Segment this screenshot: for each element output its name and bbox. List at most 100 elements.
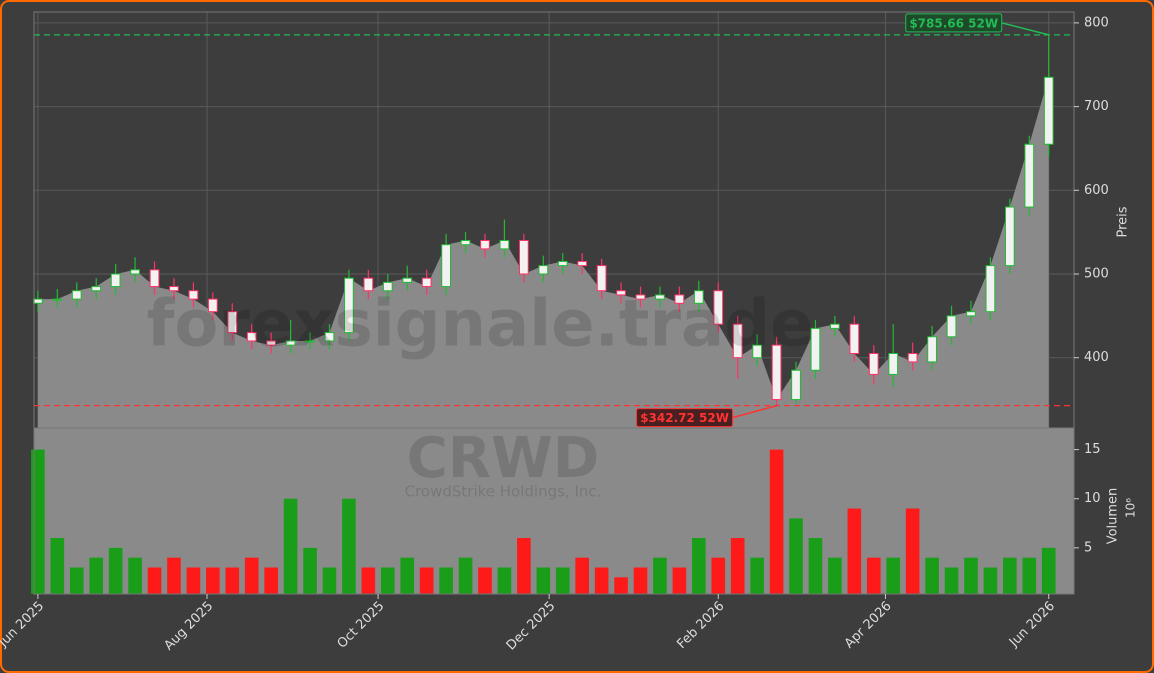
volume-bar <box>847 508 862 594</box>
candle-body <box>363 277 374 292</box>
y-tick-label: 600 <box>1084 183 1109 198</box>
volume-bar <box>964 557 978 594</box>
annotation-box <box>636 408 734 428</box>
volume-bar <box>89 557 104 594</box>
volume-bar <box>458 557 473 594</box>
volume-bar <box>789 518 803 594</box>
candle-body <box>1024 143 1035 208</box>
candle-body <box>52 298 63 301</box>
candle-body <box>752 344 763 359</box>
volume-bar <box>225 567 240 594</box>
candle-body <box>635 294 646 300</box>
candle-body <box>33 298 43 304</box>
candle-body <box>441 244 451 288</box>
volume-area <box>34 428 1074 594</box>
y-tick-label: 500 <box>1084 266 1109 281</box>
y-axis-label: Volumen <box>1106 488 1121 545</box>
candle-body <box>324 332 335 342</box>
candle-body <box>693 290 704 304</box>
volume-bar <box>497 567 512 594</box>
price-area <box>37 77 1049 429</box>
volume-bar <box>944 567 959 594</box>
volume-bar <box>478 567 492 594</box>
volume-bar <box>128 557 142 594</box>
candle-body <box>888 353 899 375</box>
candle-body <box>868 353 879 375</box>
watermark: forexsignale.trade <box>147 288 814 362</box>
candle-body <box>421 277 432 288</box>
y-tick-label: 700 <box>1084 99 1109 114</box>
candle-body <box>91 286 102 292</box>
candle-body <box>810 327 821 371</box>
volume-bar <box>186 567 201 594</box>
volume-bar <box>1041 547 1056 594</box>
grid <box>34 12 1074 594</box>
candle-body <box>557 260 568 267</box>
volume-bar <box>108 547 123 594</box>
candle-body <box>771 344 782 401</box>
volume-bar <box>555 567 570 594</box>
volume-bar <box>69 567 84 594</box>
candle-body <box>227 311 238 334</box>
volume-bar <box>633 567 648 594</box>
volume-bar <box>147 567 162 594</box>
candle-body <box>246 332 257 342</box>
volume-bar <box>808 538 823 594</box>
volume-bar <box>206 567 220 594</box>
candle-body <box>188 290 199 300</box>
candle-body <box>966 311 976 317</box>
annotation-label: $342.72 52W <box>640 411 729 425</box>
volume-bar <box>31 449 45 594</box>
candle-body <box>499 240 510 250</box>
annotation-arrow <box>1001 22 1049 36</box>
candle-body <box>518 240 529 275</box>
y-axis-unit: 10⁶ <box>1124 498 1138 518</box>
volume-bar <box>769 449 784 594</box>
watermark: CrowdStrike Holdings, Inc. <box>405 483 602 501</box>
y-tick-label: 800 <box>1084 15 1109 30</box>
volume-bar <box>264 567 278 594</box>
candle-body <box>830 323 840 329</box>
candle-body <box>655 294 665 300</box>
volume-bar <box>653 557 667 594</box>
volume-bar <box>750 557 764 594</box>
candle-body <box>305 340 315 343</box>
candle-body <box>130 269 140 275</box>
candle-body <box>480 240 490 250</box>
candle-body <box>538 265 549 275</box>
candle-body <box>344 277 354 334</box>
candle-body <box>791 369 801 401</box>
volume-bar <box>594 567 609 594</box>
y-tick-label: 400 <box>1084 350 1109 365</box>
volume-bar <box>303 547 317 594</box>
candle-body <box>596 265 607 292</box>
candle-body <box>907 353 918 363</box>
volume-bar <box>244 557 259 594</box>
candle-body <box>577 260 588 267</box>
candle-body <box>713 290 724 325</box>
volume-bar <box>1022 557 1037 594</box>
candle-body <box>732 323 743 359</box>
candle-body <box>849 323 860 355</box>
volume-bar <box>905 508 920 594</box>
volume-bar <box>672 567 687 594</box>
volume-bar <box>983 567 998 594</box>
candle-body <box>460 240 471 246</box>
annotation-label: $785.66 52W <box>909 16 998 30</box>
candle-body <box>285 340 296 346</box>
candle-body <box>1004 206 1015 267</box>
candle-body <box>110 273 121 288</box>
annotation-arrow <box>732 404 777 419</box>
volume-bar <box>167 557 181 594</box>
volume-bar <box>400 557 415 594</box>
candle-body <box>207 298 218 313</box>
volume-bar <box>614 577 628 594</box>
candle-body <box>946 315 957 338</box>
y-axis-label: Preis <box>1116 206 1131 237</box>
candle-body <box>402 277 413 283</box>
candle-body <box>927 336 937 363</box>
volume-bar <box>730 538 745 594</box>
volume-bar <box>886 557 901 594</box>
candle-body <box>266 340 277 346</box>
volume-bar <box>517 538 531 594</box>
